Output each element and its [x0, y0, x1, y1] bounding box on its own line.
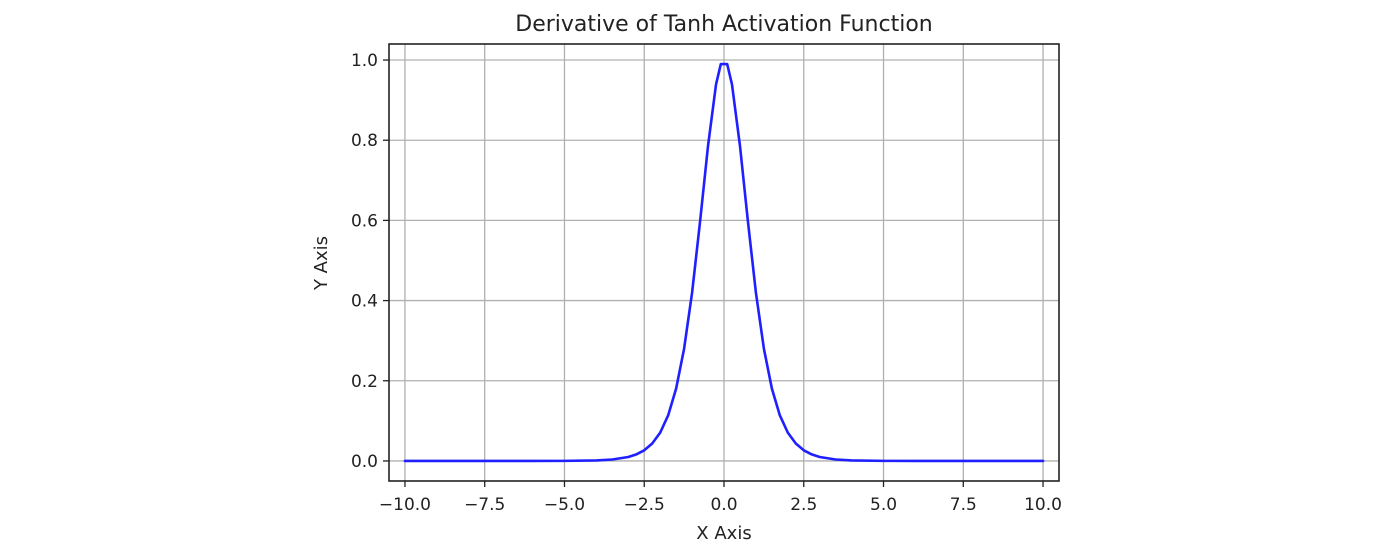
x-tick-label: 10.0 — [1024, 495, 1062, 515]
x-tick-label: 2.5 — [790, 495, 817, 515]
y-tick-label: 0.6 — [351, 211, 378, 231]
y-tick-label: 0.8 — [351, 131, 378, 151]
chart-title: Derivative of Tanh Activation Function — [515, 12, 932, 37]
series-layer — [403, 62, 1045, 463]
x-axis-label: X Axis — [696, 523, 751, 544]
series-line — [403, 62, 1045, 463]
x-tick-label: −10.0 — [379, 495, 431, 515]
x-tick-label: −2.5 — [624, 495, 665, 515]
grid — [389, 44, 1059, 481]
y-tick-label: 0.2 — [351, 372, 378, 392]
x-tick-label: −7.5 — [464, 495, 505, 515]
y-tick-label: 1.0 — [351, 51, 378, 71]
y-tick-label: 0.4 — [351, 292, 378, 312]
x-tick-label: −5.0 — [544, 495, 585, 515]
ticks: −10.0 −7.5 −5.0 −2.5 0.0 2.5 5.0 7.5 10.0 0.0 0.2 0… — [351, 51, 1062, 515]
y-axis-label: Y Axis — [311, 236, 332, 291]
x-tick-label: 5.0 — [870, 495, 897, 515]
x-tick-label: 0.0 — [710, 495, 737, 515]
x-tick-label: 7.5 — [950, 495, 977, 515]
y-tick-label: 0.0 — [351, 452, 378, 472]
